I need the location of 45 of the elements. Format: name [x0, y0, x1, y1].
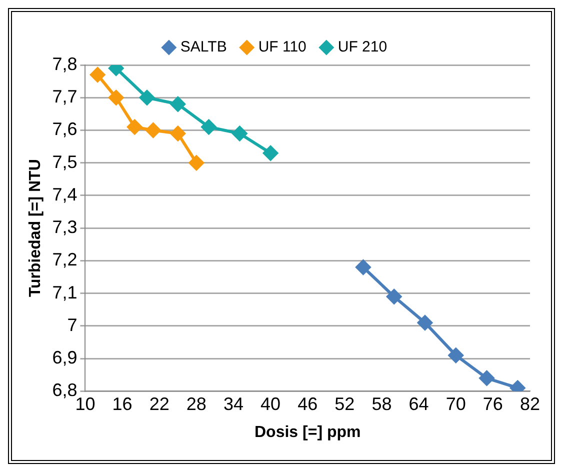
x-tick-label: 70 [446, 394, 466, 414]
legend-label: SALTB [180, 38, 227, 56]
point [201, 119, 216, 134]
x-tick-label: 64 [408, 394, 429, 414]
point [90, 67, 106, 82]
x-axis-title: Dosis [=] ppm [254, 424, 361, 441]
x-tick-label: 40 [260, 394, 281, 414]
point [479, 370, 494, 386]
x-tick-label: 16 [112, 394, 132, 414]
point [417, 315, 432, 330]
x-tick-label: 22 [149, 394, 170, 414]
y-tick-label: 7,5 [52, 152, 78, 172]
x-tick-label: 10 [75, 394, 96, 414]
y-tick-label: 7 [67, 314, 78, 335]
y-tick-label: 7,7 [52, 86, 78, 107]
y-tick-label: 7,2 [52, 250, 78, 270]
y-tick-label: 7,4 [52, 184, 78, 204]
y-tick-label: 7,1 [52, 282, 78, 302]
point [386, 289, 402, 304]
x-tick-label: 58 [372, 394, 392, 414]
y-tick-label: 6,8 [52, 380, 78, 400]
point [448, 348, 464, 363]
point [108, 90, 124, 106]
point [127, 119, 142, 134]
point [170, 96, 186, 112]
point [170, 126, 186, 141]
point [232, 126, 248, 141]
x-tick-label: 82 [520, 394, 540, 414]
x-tick-label: 52 [334, 394, 355, 414]
y-axis-title: Turbiedad [=] NTU [27, 159, 44, 298]
point [263, 146, 278, 161]
y-tick-label: 6,9 [52, 348, 78, 368]
legend-label: UF 110 [258, 38, 306, 56]
x-tick-label: 28 [186, 394, 206, 414]
point [139, 90, 154, 106]
x-tick-label: 34 [223, 394, 244, 414]
y-tick-label: 7,8 [52, 54, 78, 74]
x-tick-label: 46 [298, 394, 318, 414]
point [188, 155, 204, 170]
y-tick-label: 7,3 [52, 217, 78, 238]
x-tick-label: 76 [482, 394, 503, 414]
legend-label: UF 210 [338, 38, 388, 56]
y-tick-label: 7,6 [52, 119, 78, 140]
point [146, 122, 161, 138]
point [356, 260, 371, 275]
